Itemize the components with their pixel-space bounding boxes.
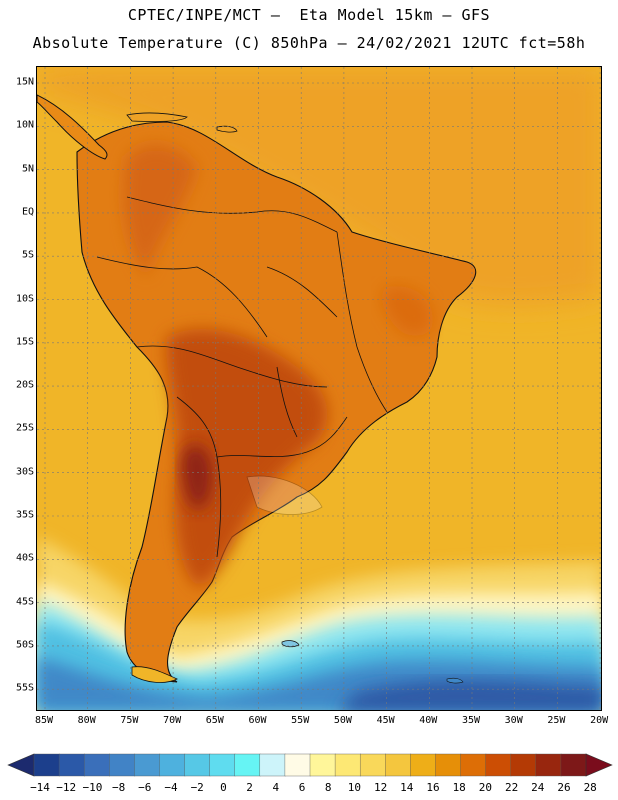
- longitude-tick-label: 35W: [461, 715, 481, 726]
- colorbar-swatch: [435, 753, 462, 777]
- andes-north-warm: [123, 144, 197, 277]
- latitude-tick-label: 10S: [15, 293, 34, 304]
- latitude-tick-label: 5N: [21, 163, 34, 175]
- colorbar-tick-label: 24: [531, 781, 545, 794]
- colorbar-high-arrow: [585, 753, 613, 777]
- colorbar-swatch: [159, 753, 186, 777]
- latitude-tick-label: 45S: [15, 596, 34, 608]
- map-subtitle: Absolute Temperature (C) 850hPa – 24/02/…: [32, 34, 586, 52]
- colorbar-swatch: [410, 753, 437, 777]
- graticule: [37, 67, 601, 710]
- longitude-tick-label: 20W: [590, 715, 609, 726]
- colorbar-tick-label: −4: [164, 781, 178, 794]
- longitude-tick-label: 75W: [120, 715, 139, 726]
- caribbean-island: [126, 112, 188, 122]
- colorbar-swatch: [234, 753, 261, 777]
- colorbar-tick-label: 14: [400, 781, 414, 794]
- country-borders: [96, 196, 388, 558]
- map-title: CPTEC/INPE/MCT – Eta Model 15km – GFS: [127, 6, 491, 24]
- cold-core: [339, 680, 601, 710]
- colorbar-tick-label: −6: [138, 781, 152, 794]
- colorbar-tick-label: −8: [111, 781, 126, 794]
- longitude-tick-label: 80W: [77, 715, 96, 726]
- longitude-tick-label: 60W: [248, 715, 267, 726]
- colorbar-tick-label: 2: [246, 781, 253, 794]
- tierra-del-fuego: [131, 666, 178, 683]
- longitude-tick-label: 30W: [504, 715, 523, 726]
- longitude-tick-label: 70W: [163, 715, 182, 726]
- colorbar-swatch: [359, 753, 386, 777]
- latitude-tick-label: 15S: [15, 336, 34, 348]
- colorbar-tick-label: 18: [452, 781, 466, 794]
- chaco-hot-zone: [166, 328, 328, 587]
- colorbar-swatch: [58, 753, 85, 777]
- latitude-tick-label: 50S: [15, 639, 34, 651]
- latitude-tick-label: 25S: [15, 422, 34, 434]
- colorbar-tick-label: −12: [56, 781, 77, 794]
- latitude-tick-label: 20S: [15, 379, 34, 391]
- latitude-tick-label: 10N: [15, 119, 34, 131]
- longitude-tick-label: 55W: [291, 715, 310, 726]
- latitude-tick-label: 30S: [15, 466, 34, 478]
- hot-spot-28c: [181, 444, 213, 510]
- longitude-tick-label: 40W: [419, 715, 438, 726]
- lagoon: [246, 475, 323, 515]
- colorbar-tick-label: 6: [298, 781, 306, 794]
- colorbar-swatch: [109, 753, 136, 777]
- latitude-tick-label: EQ: [21, 206, 34, 218]
- colorbar-tick-label: −10: [82, 781, 103, 794]
- central-america-land: [37, 94, 108, 160]
- colorbar-swatch: [334, 753, 361, 777]
- colorbar-tick-label: 10: [347, 781, 362, 794]
- colorbar-tick-label: 22: [504, 781, 519, 794]
- longitude-tick-label: 50W: [333, 715, 352, 726]
- longitude-tick-label: 25W: [547, 715, 566, 726]
- colorbar-swatch: [134, 753, 161, 777]
- temperature-map: [37, 67, 601, 710]
- latitude-tick-label: 55S: [15, 682, 34, 694]
- colorbar-tick-label: −14: [30, 781, 50, 794]
- colorbar-swatch: [510, 753, 537, 777]
- colorbar-swatch: [184, 753, 211, 777]
- colorbar-swatch: [284, 753, 311, 777]
- temperature-colorbar: [7, 753, 613, 777]
- colorbar-swatch: [33, 753, 60, 777]
- colorbar-tick-label: 8: [324, 781, 332, 794]
- longitude-tick-label: 65W: [205, 715, 224, 726]
- colorbar-tick-label: 20: [478, 781, 493, 794]
- caribbean-island: [216, 125, 238, 133]
- colorbar-tick-label: 16: [426, 781, 440, 794]
- colorbar-low-arrow: [7, 753, 35, 777]
- south-georgia-island: [446, 677, 464, 684]
- colorbar-swatch: [460, 753, 487, 777]
- latitude-tick-label: 15N: [15, 76, 34, 88]
- colorbar-swatch: [385, 753, 412, 777]
- latitude-tick-label: 40S: [15, 552, 34, 564]
- colorbar-swatch: [309, 753, 336, 777]
- colorbar-tick-label: 4: [272, 781, 280, 794]
- longitude-tick-label: 85W: [34, 715, 54, 726]
- colorbar-swatch: [560, 753, 587, 777]
- colorbar-swatch: [485, 753, 512, 777]
- brazil-east-warm: [381, 286, 433, 337]
- latitude-tick-label: 35S: [15, 509, 34, 521]
- map-frame: [36, 66, 602, 711]
- colorbar-swatch: [259, 753, 286, 777]
- colorbar-swatch: [209, 753, 236, 777]
- colorbar-tick-label: 26: [557, 781, 571, 794]
- colorbar-tick-label: −2: [190, 781, 204, 794]
- falkland-islands: [281, 640, 300, 648]
- colorbar-tick-label: 12: [373, 781, 388, 794]
- colorbar-swatch: [83, 753, 110, 777]
- colorbar-tick-label: 0: [220, 781, 227, 794]
- colorbar-tick-label: 28: [583, 781, 597, 794]
- latitude-tick-label: 5S: [21, 249, 34, 261]
- longitude-tick-label: 45W: [376, 715, 395, 726]
- colorbar-swatch: [535, 753, 562, 777]
